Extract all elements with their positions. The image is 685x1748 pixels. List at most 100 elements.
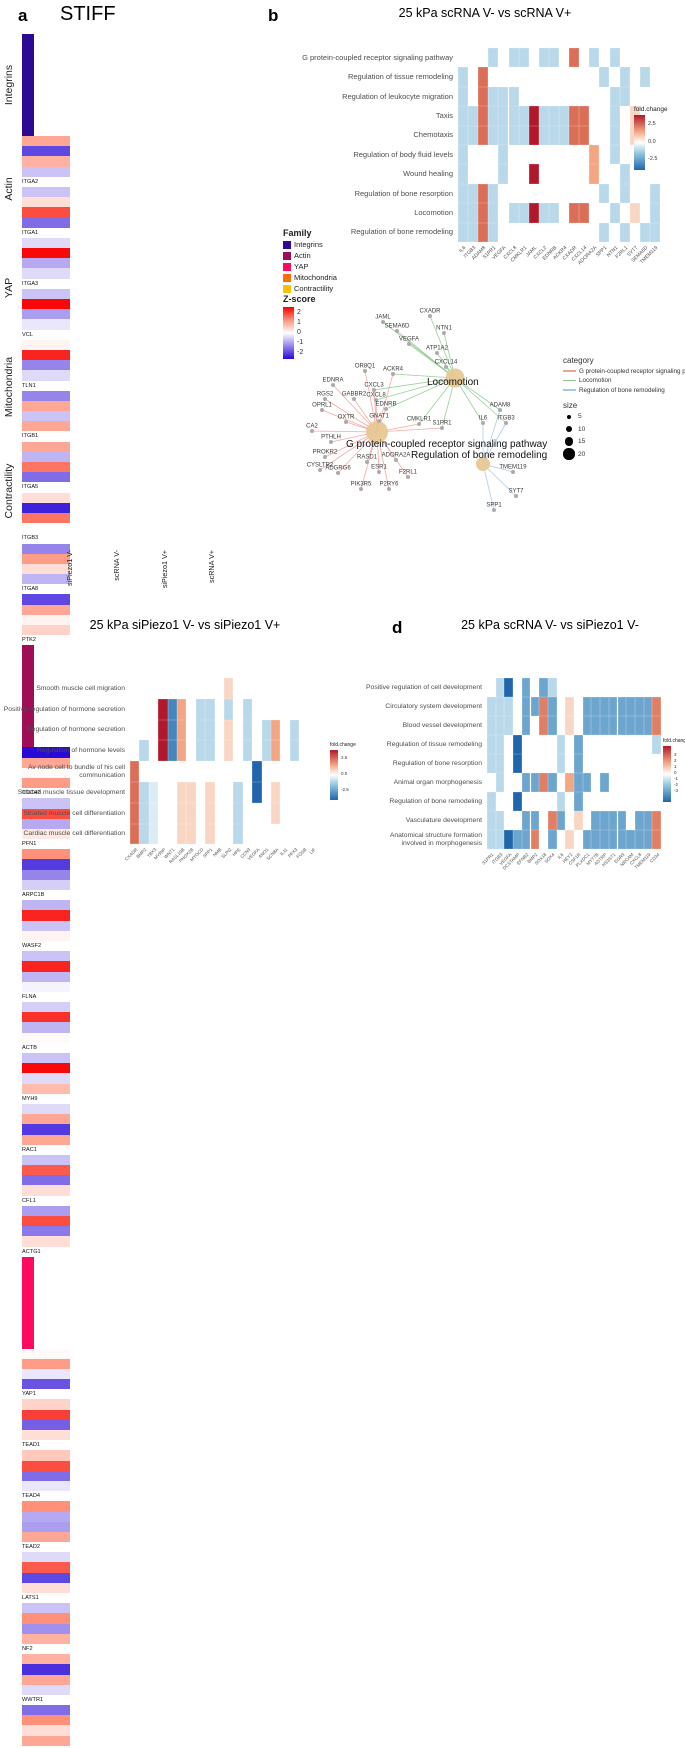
heatmap-cell	[22, 451, 70, 462]
heatmap-cell	[521, 830, 531, 849]
heatmap-cell	[22, 146, 70, 157]
heatmap-cell	[22, 1613, 70, 1624]
heatmap-cell	[186, 782, 196, 803]
gene-node	[511, 470, 515, 474]
heatmap-cell	[487, 830, 496, 849]
heatmap-cell	[22, 462, 70, 473]
gene-node	[329, 440, 333, 444]
size-legend-dot	[567, 414, 571, 419]
heatmap-cell	[22, 136, 70, 147]
gene-node-label: GNAT1	[369, 414, 389, 420]
gene-node-label: SEMA6D	[385, 324, 410, 330]
heatmap-cell	[468, 183, 479, 204]
heatmap-cell	[643, 697, 653, 716]
zscore-legend: Z-score 2 1 0 -1 -2	[283, 294, 316, 359]
size-legend-dot	[565, 425, 573, 433]
gene-node-label: PIK3R5	[351, 482, 372, 488]
heatmap-cell	[130, 761, 140, 782]
gene-node-label: TMEM119	[499, 465, 527, 471]
gene-label: ITGA5	[22, 484, 39, 491]
heatmap-cell	[22, 156, 70, 167]
heatmap-cell	[224, 698, 234, 720]
pathway-label: Regulation of bone remodeling	[350, 227, 453, 237]
network-edge	[454, 377, 507, 424]
gene-node-label: ATP1A2	[426, 346, 449, 352]
zscore-gradient-bar: 2 1 0 -1 -2	[283, 307, 303, 359]
family-legend-swatch	[283, 251, 291, 260]
size-legend-dot-box	[563, 411, 575, 422]
foldchange-tick-label: -2.5	[648, 156, 658, 163]
gene-node	[331, 383, 335, 387]
heatmap-cell	[513, 792, 522, 811]
heatmap-cell	[530, 697, 540, 716]
gene-node-label: SPP1	[486, 503, 502, 509]
gene-node	[406, 475, 410, 479]
heatmap-cell	[487, 754, 496, 773]
hub-node	[366, 421, 388, 443]
network-edge	[482, 463, 495, 511]
heatmap-cell	[556, 792, 566, 811]
heatmap-cell	[652, 716, 661, 735]
heatmap-cell	[626, 697, 635, 716]
heatmap-cell	[139, 740, 149, 762]
heatmap-cell	[495, 716, 505, 735]
pathway-label: Cardiac muscle cell differentiation	[23, 830, 126, 838]
heatmap-cell	[495, 735, 505, 754]
heatmap-cell	[22, 360, 70, 371]
zscore-tick-label: -1	[297, 339, 304, 346]
heatmap-cell	[22, 1582, 70, 1594]
heatmap-cell	[478, 67, 489, 87]
heatmap-cell	[589, 145, 600, 165]
heatmap-cell	[559, 125, 570, 145]
heatmap-cell	[547, 697, 557, 716]
heatmap-cell	[22, 1470, 70, 1481]
heatmap-cell	[22, 268, 70, 279]
heatmap-cell	[22, 1379, 70, 1390]
heatmap-cell	[22, 472, 70, 483]
family-legend-swatch	[283, 273, 291, 282]
heatmap-cell	[574, 735, 583, 754]
heatmap-cell	[608, 830, 618, 849]
heatmap-cell	[617, 697, 627, 716]
heatmap-cell	[242, 719, 253, 741]
heatmap-cell	[579, 203, 590, 223]
size-legend-label: 5	[578, 413, 582, 420]
heatmap-cell	[599, 183, 610, 204]
heatmap-cell	[609, 86, 620, 107]
pathway-label: Animal organ morphogenesis	[393, 778, 482, 786]
heatmap-cell	[634, 697, 644, 716]
category-legend-label: G protein-coupled receptor signaling pat…	[579, 367, 685, 375]
gene-label: CDC42	[22, 790, 41, 797]
heatmap-cell	[22, 207, 70, 218]
gene-node-label: GABBR2	[342, 392, 367, 398]
gene-label: YAP1	[22, 1391, 36, 1398]
gene-node-label: VEGFA	[399, 337, 419, 343]
gene-node	[352, 397, 356, 401]
category-legend-item: Regulation of bone remodeling	[563, 387, 685, 394]
category-legend-swatch	[563, 370, 576, 372]
gene-node	[504, 421, 508, 425]
heatmap-cell	[609, 106, 620, 126]
heatmap-cell	[130, 802, 140, 824]
heatmap-cell	[22, 1368, 70, 1380]
gene-node-label: ITGB3	[497, 416, 515, 422]
gene-node	[444, 365, 448, 369]
gene-node-label: CXCL8	[366, 393, 386, 399]
panel-b-foldchange-legend: fold.change 2.5 0.0 -2.5	[634, 106, 668, 170]
heatmap-cell	[458, 86, 469, 107]
gene-label: PFN1	[22, 841, 37, 848]
gene-node-label: OXTR	[338, 415, 355, 421]
heatmap-cell	[513, 754, 522, 773]
heatmap-cell	[22, 258, 70, 269]
gene-node-label: OPRL1	[312, 403, 332, 409]
heatmap-cell	[569, 203, 580, 223]
gene-node	[359, 487, 363, 491]
heatmap-cell	[547, 716, 557, 735]
panel-a-letter: a	[18, 6, 28, 25]
heatmap-cell	[261, 740, 271, 762]
heatmap-cell	[498, 164, 509, 184]
gene-label: WASF2	[22, 942, 42, 949]
heatmap-cell	[488, 106, 499, 126]
category-legend-item: Locomotion	[563, 377, 685, 384]
heatmap-cell	[513, 830, 522, 849]
